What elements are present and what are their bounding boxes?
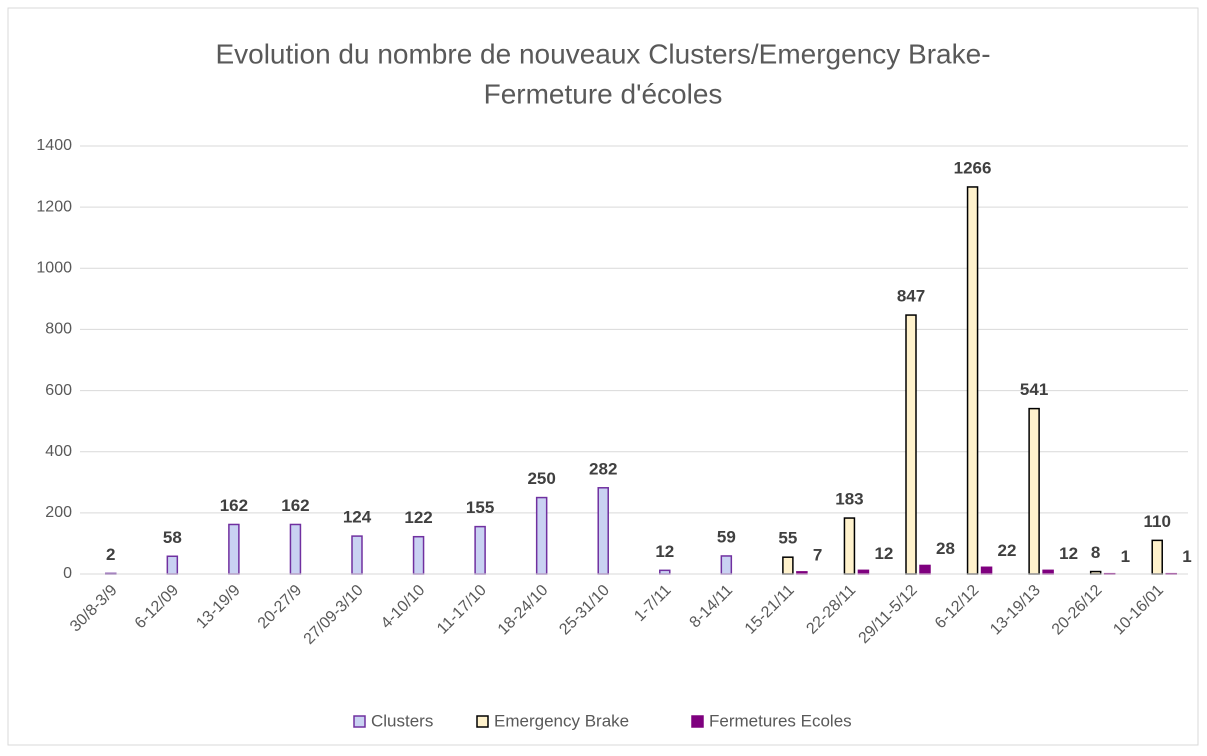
bar xyxy=(1028,407,1040,575)
data-label: 282 xyxy=(589,459,617,478)
data-label: 1 xyxy=(1182,547,1191,566)
data-label: 2 xyxy=(106,545,115,564)
y-tick-label: 1000 xyxy=(36,260,72,277)
data-label: 124 xyxy=(343,508,372,527)
data-label: 59 xyxy=(717,527,736,546)
data-label: 22 xyxy=(998,541,1017,560)
data-label: 122 xyxy=(404,508,432,527)
data-label: 110 xyxy=(1144,512,1171,531)
legend-label: Emergency Brake xyxy=(494,711,629,730)
data-label: 162 xyxy=(220,496,248,515)
y-tick-label: 800 xyxy=(45,321,72,338)
bar xyxy=(351,535,363,575)
y-tick-label: 200 xyxy=(45,504,72,521)
bar xyxy=(720,555,733,575)
data-label: 12 xyxy=(1059,544,1078,563)
data-label: 7 xyxy=(813,545,822,564)
y-tick-label: 400 xyxy=(45,443,72,460)
bar xyxy=(1151,539,1163,575)
legend-swatch xyxy=(691,715,704,728)
data-label: 12 xyxy=(874,544,893,563)
bar xyxy=(289,523,302,575)
data-label: 1266 xyxy=(954,158,992,177)
bar xyxy=(843,517,856,575)
data-label: 183 xyxy=(835,490,863,509)
bar xyxy=(980,566,993,575)
bar xyxy=(535,496,548,575)
bar xyxy=(919,564,931,575)
y-tick-label: 1400 xyxy=(36,137,72,154)
bar xyxy=(857,569,870,575)
data-label: 12 xyxy=(655,542,674,561)
y-tick-label: 1200 xyxy=(36,198,72,215)
data-label: 155 xyxy=(466,498,494,517)
data-label: 8 xyxy=(1091,543,1100,562)
bar xyxy=(597,487,609,575)
data-label: 541 xyxy=(1020,380,1048,399)
data-label: 58 xyxy=(163,528,182,547)
bar xyxy=(659,569,671,575)
chart-title: Evolution du nombre de nouveaux Clusters… xyxy=(215,38,990,69)
bar xyxy=(782,556,794,575)
bar xyxy=(1042,569,1054,575)
data-label: 250 xyxy=(527,469,555,488)
data-label: 847 xyxy=(897,287,925,306)
bar xyxy=(966,186,979,575)
chart-border xyxy=(7,7,1199,746)
legend-label: Fermetures Ecoles xyxy=(709,711,852,730)
data-label: 162 xyxy=(281,496,309,515)
bar xyxy=(412,535,425,575)
legend-swatch xyxy=(353,715,366,728)
data-label: 1 xyxy=(1121,547,1130,566)
chart-title: Fermeture d'écoles xyxy=(484,78,723,109)
bar xyxy=(228,523,240,575)
data-label: 28 xyxy=(936,539,955,558)
legend-label: Clusters xyxy=(371,711,433,730)
bar xyxy=(474,525,486,575)
y-tick-label: 0 xyxy=(63,565,72,582)
bar xyxy=(166,555,179,575)
legend-swatch xyxy=(476,715,489,728)
bar xyxy=(905,314,917,575)
y-tick-label: 600 xyxy=(45,382,72,399)
data-label: 55 xyxy=(778,529,797,548)
